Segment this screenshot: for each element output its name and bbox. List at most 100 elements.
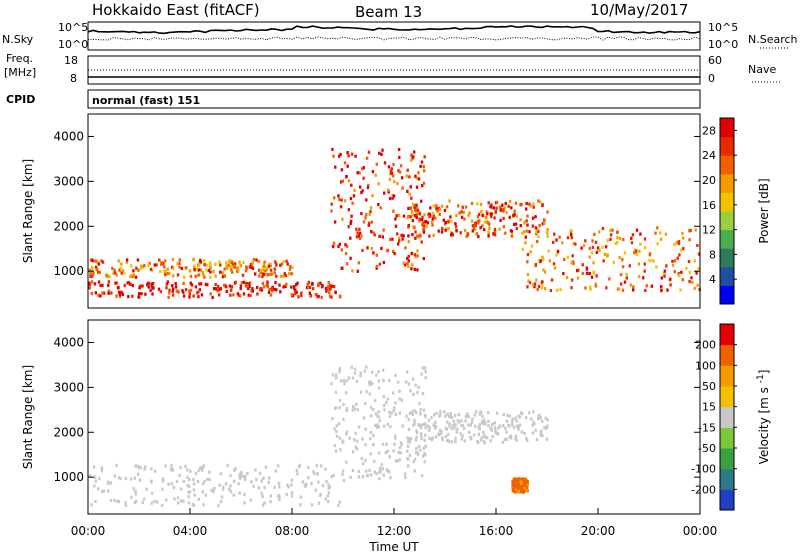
heatmap-cell-velocity-2-151	[457, 412, 461, 417]
heatmap-cell-velocity-2-169	[430, 437, 434, 441]
heatmap-cell-power-1-169	[178, 258, 181, 262]
heatmap-cell-power-4-39	[633, 251, 636, 255]
heatmap-cell-velocity-0-200	[89, 474, 92, 478]
heatmap-cell-power-3-213	[476, 202, 479, 206]
heatmap-cell-velocity-1-206	[412, 460, 415, 464]
heatmap-cell-power-3-204	[493, 227, 497, 231]
heatmap-cell-power-4-189	[595, 274, 598, 278]
heatmap-cell-velocity-1-178	[424, 453, 427, 457]
heatmap-cell-velocity-1-196	[333, 444, 336, 448]
heatmap-cell-velocity-2-76	[408, 440, 411, 444]
heatmap-cell-power-3-150	[515, 214, 518, 218]
heatmap-cell-power-3-63	[407, 225, 410, 229]
heatmap-cell-velocity-1-135	[382, 473, 385, 477]
heatmap-cell-power-2-184	[394, 217, 397, 221]
heatmap-cell-power-2-209	[365, 198, 368, 202]
heatmap-cell-power-2-118	[415, 203, 418, 207]
colorbar-swatch-power-9	[720, 118, 734, 138]
heatmap-cell-velocity-1-112	[405, 370, 409, 374]
heatmap-cell-velocity-2-28	[482, 418, 486, 422]
heatmap-cell-velocity-1-101	[389, 476, 392, 480]
heatmap-cell-velocity-1-123	[355, 379, 359, 383]
heatmap-cell-velocity-0-120	[204, 493, 207, 497]
heatmap-cell-velocity-1-79	[345, 379, 348, 383]
heatmap-cell-velocity-2-162	[440, 432, 443, 436]
heatmap-cell-velocity-3-202	[514, 489, 518, 493]
heatmap-cell-power-2-86	[386, 248, 390, 252]
heatmap-cell-power-4-148	[533, 285, 536, 289]
heatmap-cell-velocity-1-19	[394, 434, 397, 438]
heatmap-cell-velocity-2-172	[515, 438, 518, 442]
heatmap-cell-velocity-2-118	[434, 435, 438, 439]
velocity-colorbar-label: Velocity [m s -1]	[756, 370, 771, 465]
heatmap-cell-power-3-5	[428, 234, 431, 238]
heatmap-cell-power-1-218	[205, 268, 208, 272]
heatmap-cell-velocity-0-101	[102, 489, 106, 493]
heatmap-cell-power-2-146	[341, 179, 344, 183]
heatmap-cell-velocity-0-177	[254, 468, 257, 472]
heatmap-cell-power-0-43	[144, 292, 147, 296]
heatmap-cell-power-2-122	[420, 240, 423, 244]
heatmap-cell-power-3-181	[443, 208, 447, 213]
heatmap-cell-power-1-85	[261, 275, 264, 279]
heatmap-cell-velocity-0-195	[160, 503, 164, 507]
heatmap-cell-power-0-72	[240, 281, 244, 285]
heatmap-cell-power-2-58	[375, 162, 378, 166]
heatmap-cell-velocity-0-49	[313, 471, 316, 476]
heatmap-cell-power-4-100	[655, 265, 658, 269]
heatmap-cell-velocity-1-117	[373, 470, 376, 474]
heatmap-cell-power-4-25	[570, 278, 574, 282]
heatmap-cell-power-4-81	[639, 242, 642, 246]
heatmap-cell-velocity-0-48	[257, 486, 261, 490]
heatmap-cell-velocity-2-133	[531, 431, 535, 435]
heatmap-cell-velocity-0-25	[312, 470, 315, 474]
heatmap-cell-velocity-1-64	[349, 475, 352, 479]
heatmap-cell-velocity-1-142	[345, 408, 348, 412]
heatmap-cell-power-3-90	[411, 213, 414, 217]
heatmap-cell-velocity-0-32	[238, 472, 241, 476]
heatmap-cell-power-4-176	[588, 246, 591, 251]
heatmap-cell-power-3-115	[422, 230, 426, 234]
heatmap-cell-velocity-0-169	[199, 466, 202, 470]
heatmap-cell-power-3-210	[454, 222, 457, 226]
heatmap-cell-velocity-2-183	[532, 420, 535, 424]
heatmap-cell-power-1-51	[121, 269, 125, 273]
heatmap-cell-power-1-190	[201, 270, 204, 275]
heatmap-cell-velocity-0-137	[260, 479, 263, 483]
heatmap-cell-power-2-183	[408, 175, 411, 179]
heatmap-cell-velocity-2-142	[508, 435, 511, 439]
heatmap-cell-power-0-168	[232, 293, 235, 297]
heatmap-cell-power-3-208	[515, 227, 518, 231]
heatmap-cell-power-0-198	[285, 282, 288, 286]
heatmap-cell-velocity-3-216	[513, 484, 516, 488]
heatmap-cell-velocity-1-159	[392, 409, 395, 413]
heatmap-cell-power-0-119	[190, 283, 194, 287]
heatmap-cell-velocity-2-74	[448, 414, 451, 419]
heatmap-cell-power-4-92	[552, 262, 556, 266]
heatmap-cell-velocity-1-42	[378, 451, 381, 455]
heatmap-cell-velocity-1-197	[412, 392, 415, 396]
heatmap-cell-power-1-157	[188, 269, 192, 273]
heatmap-cell-power-1-120	[92, 271, 95, 275]
heatmap-cell-velocity-2-191	[435, 411, 438, 415]
heatmap-cell-power-4-53	[561, 241, 564, 245]
heatmap-cell-velocity-2-218	[426, 424, 429, 428]
heatmap-cell-power-0-205	[251, 289, 255, 293]
heatmap-cell-velocity-1-181	[400, 442, 403, 447]
heatmap-cell-velocity-2-165	[428, 436, 431, 440]
heatmap-cell-velocity-1-167	[422, 408, 426, 412]
heatmap-cell-power-1-121	[289, 265, 292, 269]
heatmap-cell-power-1-141	[195, 267, 198, 271]
heatmap-cell-power-1-204	[209, 270, 212, 274]
heatmap-cell-velocity-2-167	[512, 425, 516, 429]
heatmap-cell-power-2-155	[360, 234, 363, 238]
heatmap-cell-power-3-103	[529, 204, 532, 208]
heatmap-cell-velocity-1-57	[369, 473, 373, 477]
heatmap-cell-power-3-110	[476, 215, 480, 219]
heatmap-cell-velocity-2-114	[407, 437, 411, 441]
heatmap-cell-power-4-184	[580, 246, 583, 250]
heatmap-cell-power-4-137	[678, 273, 681, 277]
heatmap-cell-velocity-0-89	[176, 496, 180, 500]
heatmap-cell-velocity-1-25	[378, 477, 381, 481]
